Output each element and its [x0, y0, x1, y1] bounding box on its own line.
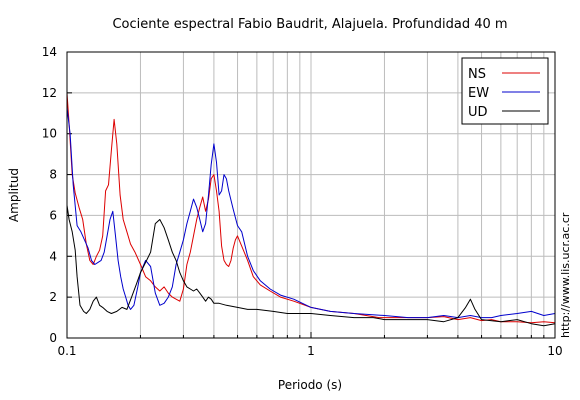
series-line-ns [66, 92, 556, 324]
legend-label-ew: EW [468, 86, 489, 101]
y-tick-label: 8 [49, 168, 57, 182]
series-line-ud [66, 205, 556, 327]
y-tick-label: 4 [49, 249, 57, 263]
y-tick-label: 12 [42, 86, 57, 100]
x-tick-label: 0.1 [57, 344, 76, 358]
x-tick-label: 10 [547, 344, 562, 358]
axis-ticks: 0 2 4 6 8 10 12 14 0.1 1 10 [42, 45, 563, 358]
y-tick-label: 14 [42, 45, 57, 59]
legend-label-ns: NS [468, 67, 486, 82]
legend-label-ud: UD [468, 105, 488, 120]
y-tick-label: 2 [49, 290, 57, 304]
chart-title: Cociente espectral Fabio Baudrit, Alajue… [112, 17, 507, 32]
plot-frame [66, 51, 556, 339]
y-tick-label: 6 [49, 208, 57, 222]
series-line-ew [66, 107, 556, 319]
legend-box [461, 57, 549, 125]
legend: NS EW UD [461, 57, 549, 125]
series-layer [66, 92, 556, 327]
x-axis-label: Periodo (s) [278, 378, 342, 392]
source-url-note: http://www.lis.ucr.ac.cr [559, 212, 572, 338]
x-tick-label: 1 [307, 344, 315, 358]
y-axis-label: Amplitud [7, 168, 21, 222]
y-tick-label: 10 [42, 127, 57, 141]
grid-lines [66, 51, 555, 339]
y-tick-label: 0 [49, 331, 57, 345]
